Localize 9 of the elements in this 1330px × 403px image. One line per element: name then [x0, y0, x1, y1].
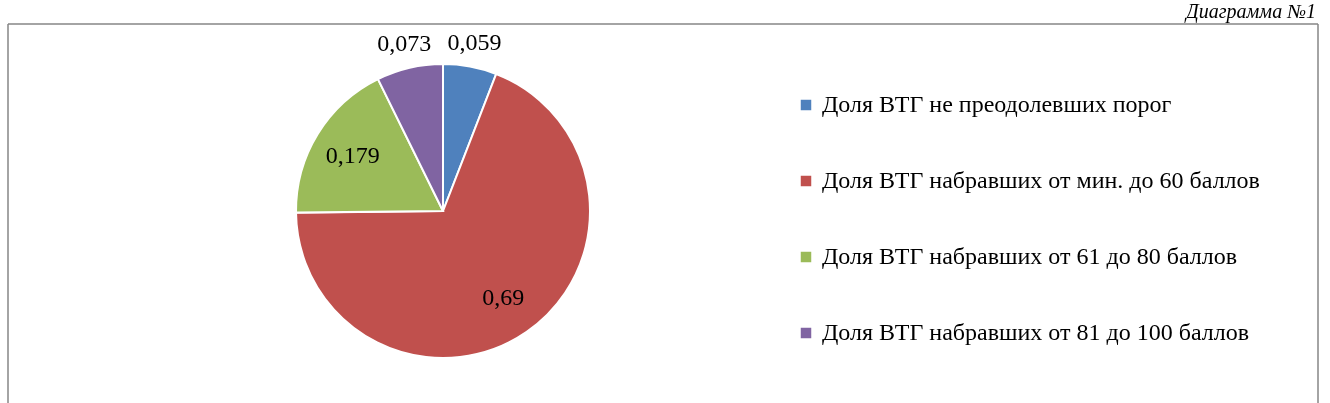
- data-label: 0,073: [377, 30, 432, 57]
- data-label: 0,179: [325, 141, 380, 168]
- data-label: 0,059: [447, 28, 502, 55]
- legend-label: Доля ВТГ не преодолевших порог: [822, 91, 1172, 117]
- text: Диаграмма №1: [1184, 0, 1316, 23]
- data-label: 0,69: [482, 284, 525, 311]
- legend-label: Доля ВТГ набравших от мин. до 60 баллов: [822, 167, 1260, 193]
- legend-label: Доля ВТГ набравших от 81 до 100 баллов: [822, 319, 1250, 345]
- legend-label: Доля ВТГ набравших от 61 до 80 баллов: [822, 243, 1238, 269]
